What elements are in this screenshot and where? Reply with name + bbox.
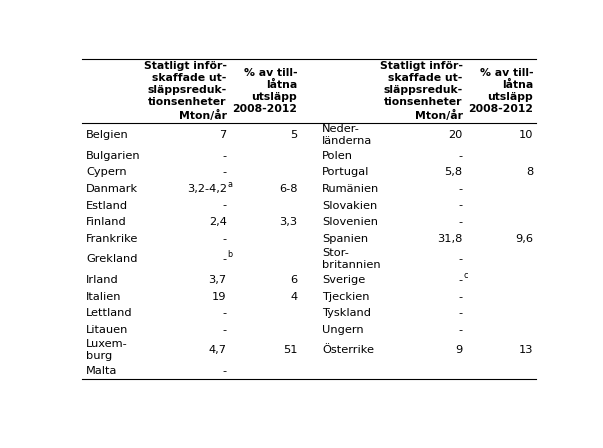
Text: Finland: Finland — [86, 217, 127, 227]
Text: 2,4: 2,4 — [209, 217, 227, 227]
Text: 20: 20 — [449, 130, 463, 140]
Text: Litauen: Litauen — [86, 325, 128, 335]
Text: -: - — [223, 325, 227, 335]
Text: 3,7: 3,7 — [209, 275, 227, 285]
Text: 19: 19 — [212, 292, 227, 302]
Text: 3,2-4,2: 3,2-4,2 — [187, 184, 227, 194]
Text: a: a — [228, 180, 233, 189]
Text: 5,8: 5,8 — [444, 168, 463, 177]
Text: Tjeckien: Tjeckien — [322, 292, 370, 302]
Text: -: - — [459, 275, 463, 285]
Text: 8: 8 — [526, 168, 534, 177]
Text: 31,8: 31,8 — [437, 234, 463, 244]
Text: Estland: Estland — [86, 201, 128, 211]
Text: 51: 51 — [283, 345, 297, 355]
Text: Portugal: Portugal — [322, 168, 370, 177]
Text: Polen: Polen — [322, 151, 353, 161]
Text: -: - — [459, 201, 463, 211]
Text: -: - — [459, 217, 463, 227]
Text: Luxem-
burg: Luxem- burg — [86, 340, 128, 362]
Text: Lettland: Lettland — [86, 308, 133, 318]
Text: 5: 5 — [290, 130, 297, 140]
Text: Belgien: Belgien — [86, 130, 129, 140]
Text: 3,3: 3,3 — [279, 217, 297, 227]
Text: % av till-
låtna
utsläpp
2008-2012: % av till- låtna utsläpp 2008-2012 — [232, 68, 297, 114]
Text: Statligt inför-
skaffade ut-
släppsreduk-
tionsenheter
Mton/år: Statligt inför- skaffade ut- släppsreduk… — [380, 61, 463, 121]
Text: Neder-
länderna: Neder- länderna — [322, 124, 373, 146]
Text: Slovakien: Slovakien — [322, 201, 377, 211]
Text: Slovenien: Slovenien — [322, 217, 378, 227]
Text: -: - — [459, 308, 463, 318]
Text: Rumänien: Rumänien — [322, 184, 379, 194]
Text: 4,7: 4,7 — [209, 345, 227, 355]
Text: -: - — [459, 325, 463, 335]
Text: Tyskland: Tyskland — [322, 308, 371, 318]
Text: Sverige: Sverige — [322, 275, 365, 285]
Text: Ungern: Ungern — [322, 325, 364, 335]
Text: -: - — [223, 234, 227, 244]
Text: 6: 6 — [290, 275, 297, 285]
Text: -: - — [223, 254, 227, 264]
Text: Statligt inför-
skaffade ut-
släppsreduk-
tionsenheter
Mton/år: Statligt inför- skaffade ut- släppsreduk… — [144, 61, 227, 121]
Text: -: - — [459, 254, 463, 264]
Text: 9: 9 — [455, 345, 463, 355]
Text: -: - — [223, 168, 227, 177]
Text: Spanien: Spanien — [322, 234, 368, 244]
Text: -: - — [459, 151, 463, 161]
Text: 9,6: 9,6 — [516, 234, 534, 244]
Text: Cypern: Cypern — [86, 168, 127, 177]
Text: 4: 4 — [290, 292, 297, 302]
Text: % av till-
låtna
utsläpp
2008-2012: % av till- låtna utsläpp 2008-2012 — [469, 68, 534, 114]
Text: c: c — [464, 271, 468, 280]
Text: Grekland: Grekland — [86, 254, 137, 264]
Text: -: - — [223, 308, 227, 318]
Text: 13: 13 — [519, 345, 534, 355]
Text: -: - — [459, 184, 463, 194]
Text: -: - — [223, 366, 227, 376]
Text: 6-8: 6-8 — [279, 184, 297, 194]
Text: 7: 7 — [219, 130, 227, 140]
Text: Irland: Irland — [86, 275, 119, 285]
Text: Österrike: Österrike — [322, 345, 374, 355]
Text: Stor-
britannien: Stor- britannien — [322, 248, 380, 270]
Text: Frankrike: Frankrike — [86, 234, 139, 244]
Text: 10: 10 — [519, 130, 534, 140]
Text: Italien: Italien — [86, 292, 122, 302]
Text: Danmark: Danmark — [86, 184, 138, 194]
Text: -: - — [223, 151, 227, 161]
Text: Bulgarien: Bulgarien — [86, 151, 140, 161]
Text: -: - — [459, 292, 463, 302]
Text: -: - — [223, 201, 227, 211]
Text: Malta: Malta — [86, 366, 118, 376]
Text: b: b — [228, 250, 233, 259]
